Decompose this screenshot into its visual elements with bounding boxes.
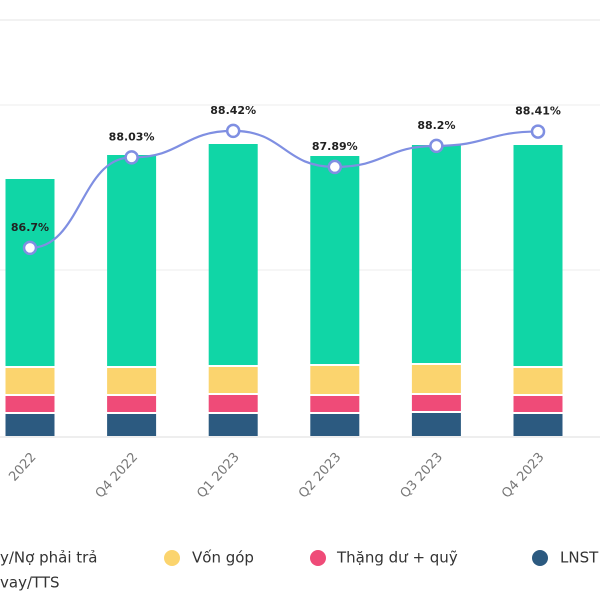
legend-marker	[532, 550, 548, 566]
bar-segment	[5, 414, 55, 436]
data-label: 88.2%	[417, 119, 455, 132]
bar-segment	[107, 414, 157, 436]
bar-segment	[310, 414, 360, 436]
data-label: 88.41%	[515, 105, 561, 118]
bar-segment	[107, 155, 157, 366]
line-point	[124, 150, 139, 165]
line-point	[530, 124, 546, 139]
x-tick-label: Q4 2022	[93, 450, 141, 501]
x-tick-label: Q3 2023	[398, 450, 446, 501]
x-tick-label: Q2 2023	[296, 450, 344, 501]
data-label: 87.89%	[312, 140, 358, 153]
bar-segment	[411, 365, 461, 393]
bar-segment	[107, 396, 157, 412]
legend-label: LNST	[560, 549, 599, 567]
line-point	[22, 240, 38, 256]
line-point	[225, 123, 241, 139]
bar-segment	[5, 396, 55, 412]
bar-segment	[310, 366, 360, 394]
legend-label: Thặng dư + quỹ	[336, 549, 458, 567]
bar-segment	[513, 396, 563, 412]
x-tick-label: 2022	[6, 450, 39, 485]
bar-segment	[411, 395, 461, 411]
data-label: 86.7%	[11, 221, 49, 234]
data-label: 88.42%	[210, 104, 256, 117]
line	[29, 129, 539, 249]
line-point	[327, 159, 343, 175]
bar-segment	[310, 156, 360, 364]
bar-segment	[513, 414, 563, 436]
bar-segment	[208, 367, 258, 393]
bar-segment	[208, 144, 258, 365]
legend-label: vay/TTS	[0, 574, 60, 592]
bar-segment	[5, 368, 55, 394]
bar-segment	[513, 368, 563, 394]
bar-segment	[208, 395, 258, 412]
legend-label: Vốn góp	[192, 549, 254, 567]
bar-segment	[411, 413, 461, 436]
data-label: 88.03%	[109, 130, 155, 143]
legend-marker	[310, 550, 326, 566]
bar-segment	[5, 179, 55, 366]
legend-marker	[164, 550, 180, 566]
line-point	[429, 138, 444, 154]
bar-segment	[513, 145, 563, 366]
legend-label: y/Nợ phải trả	[0, 549, 98, 567]
bar-segment	[310, 396, 360, 412]
x-tick-label: Q4 2023	[499, 450, 547, 501]
x-tick-label: Q1 2023	[194, 450, 242, 501]
bar-segment	[411, 145, 461, 363]
bar-segment	[107, 368, 157, 394]
bar-segment	[208, 414, 258, 436]
